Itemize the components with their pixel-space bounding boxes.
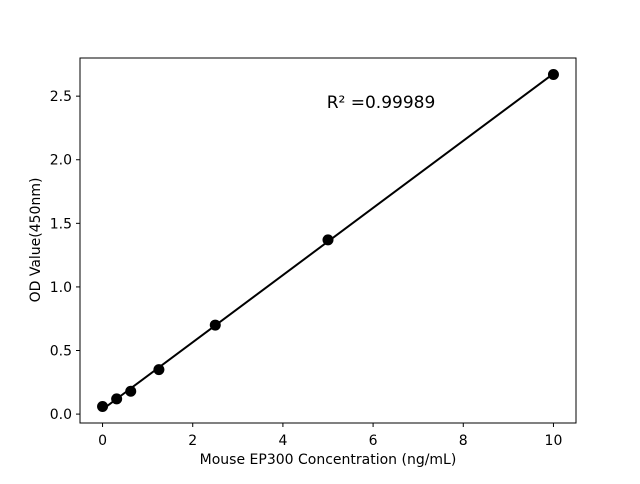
- x-tick-label: 8: [459, 433, 468, 449]
- y-tick-label: 0.0: [50, 407, 72, 423]
- data-point: [125, 385, 137, 397]
- x-tick-label: 0: [98, 433, 107, 449]
- data-point: [209, 319, 221, 331]
- data-point: [111, 393, 123, 405]
- x-tick-label: 4: [278, 433, 287, 449]
- y-axis-label: OD Value(450nm): [28, 178, 44, 303]
- data-point: [547, 69, 559, 81]
- plot-area: 0 2 4 6 8 10 0.0 0.5 1.0 1.5 2.0 2.5: [50, 57, 577, 449]
- data-point: [153, 364, 165, 376]
- x-tick-label: 6: [369, 433, 378, 449]
- y-tick-label: 2.5: [50, 89, 72, 105]
- y-tick-label: 1.0: [50, 280, 72, 296]
- data-point: [97, 400, 109, 412]
- x-axis-label: Mouse EP300 Concentration (ng/mL): [200, 452, 457, 468]
- data-point: [322, 234, 334, 246]
- y-tick-label: 2.0: [50, 153, 72, 169]
- x-tick-label: 2: [188, 433, 197, 449]
- y-tick-label: 0.5: [50, 344, 72, 360]
- y-tick-label: 1.5: [50, 216, 72, 232]
- x-tick-label: 10: [545, 433, 563, 449]
- r-squared-annotation: R² =0.99989: [327, 93, 436, 113]
- plot-border: [79, 57, 577, 424]
